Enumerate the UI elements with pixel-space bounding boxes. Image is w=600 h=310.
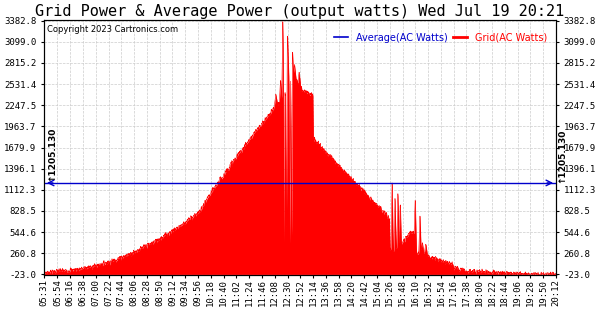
Text: Copyright 2023 Cartronics.com: Copyright 2023 Cartronics.com [47, 25, 178, 34]
Text: ↑1205.130: ↑1205.130 [47, 127, 56, 181]
Text: ↑1205.130: ↑1205.130 [557, 129, 566, 183]
Legend: Average(AC Watts), Grid(AC Watts): Average(AC Watts), Grid(AC Watts) [330, 29, 551, 47]
Title: Grid Power & Average Power (output watts) Wed Jul 19 20:21: Grid Power & Average Power (output watts… [35, 4, 565, 19]
